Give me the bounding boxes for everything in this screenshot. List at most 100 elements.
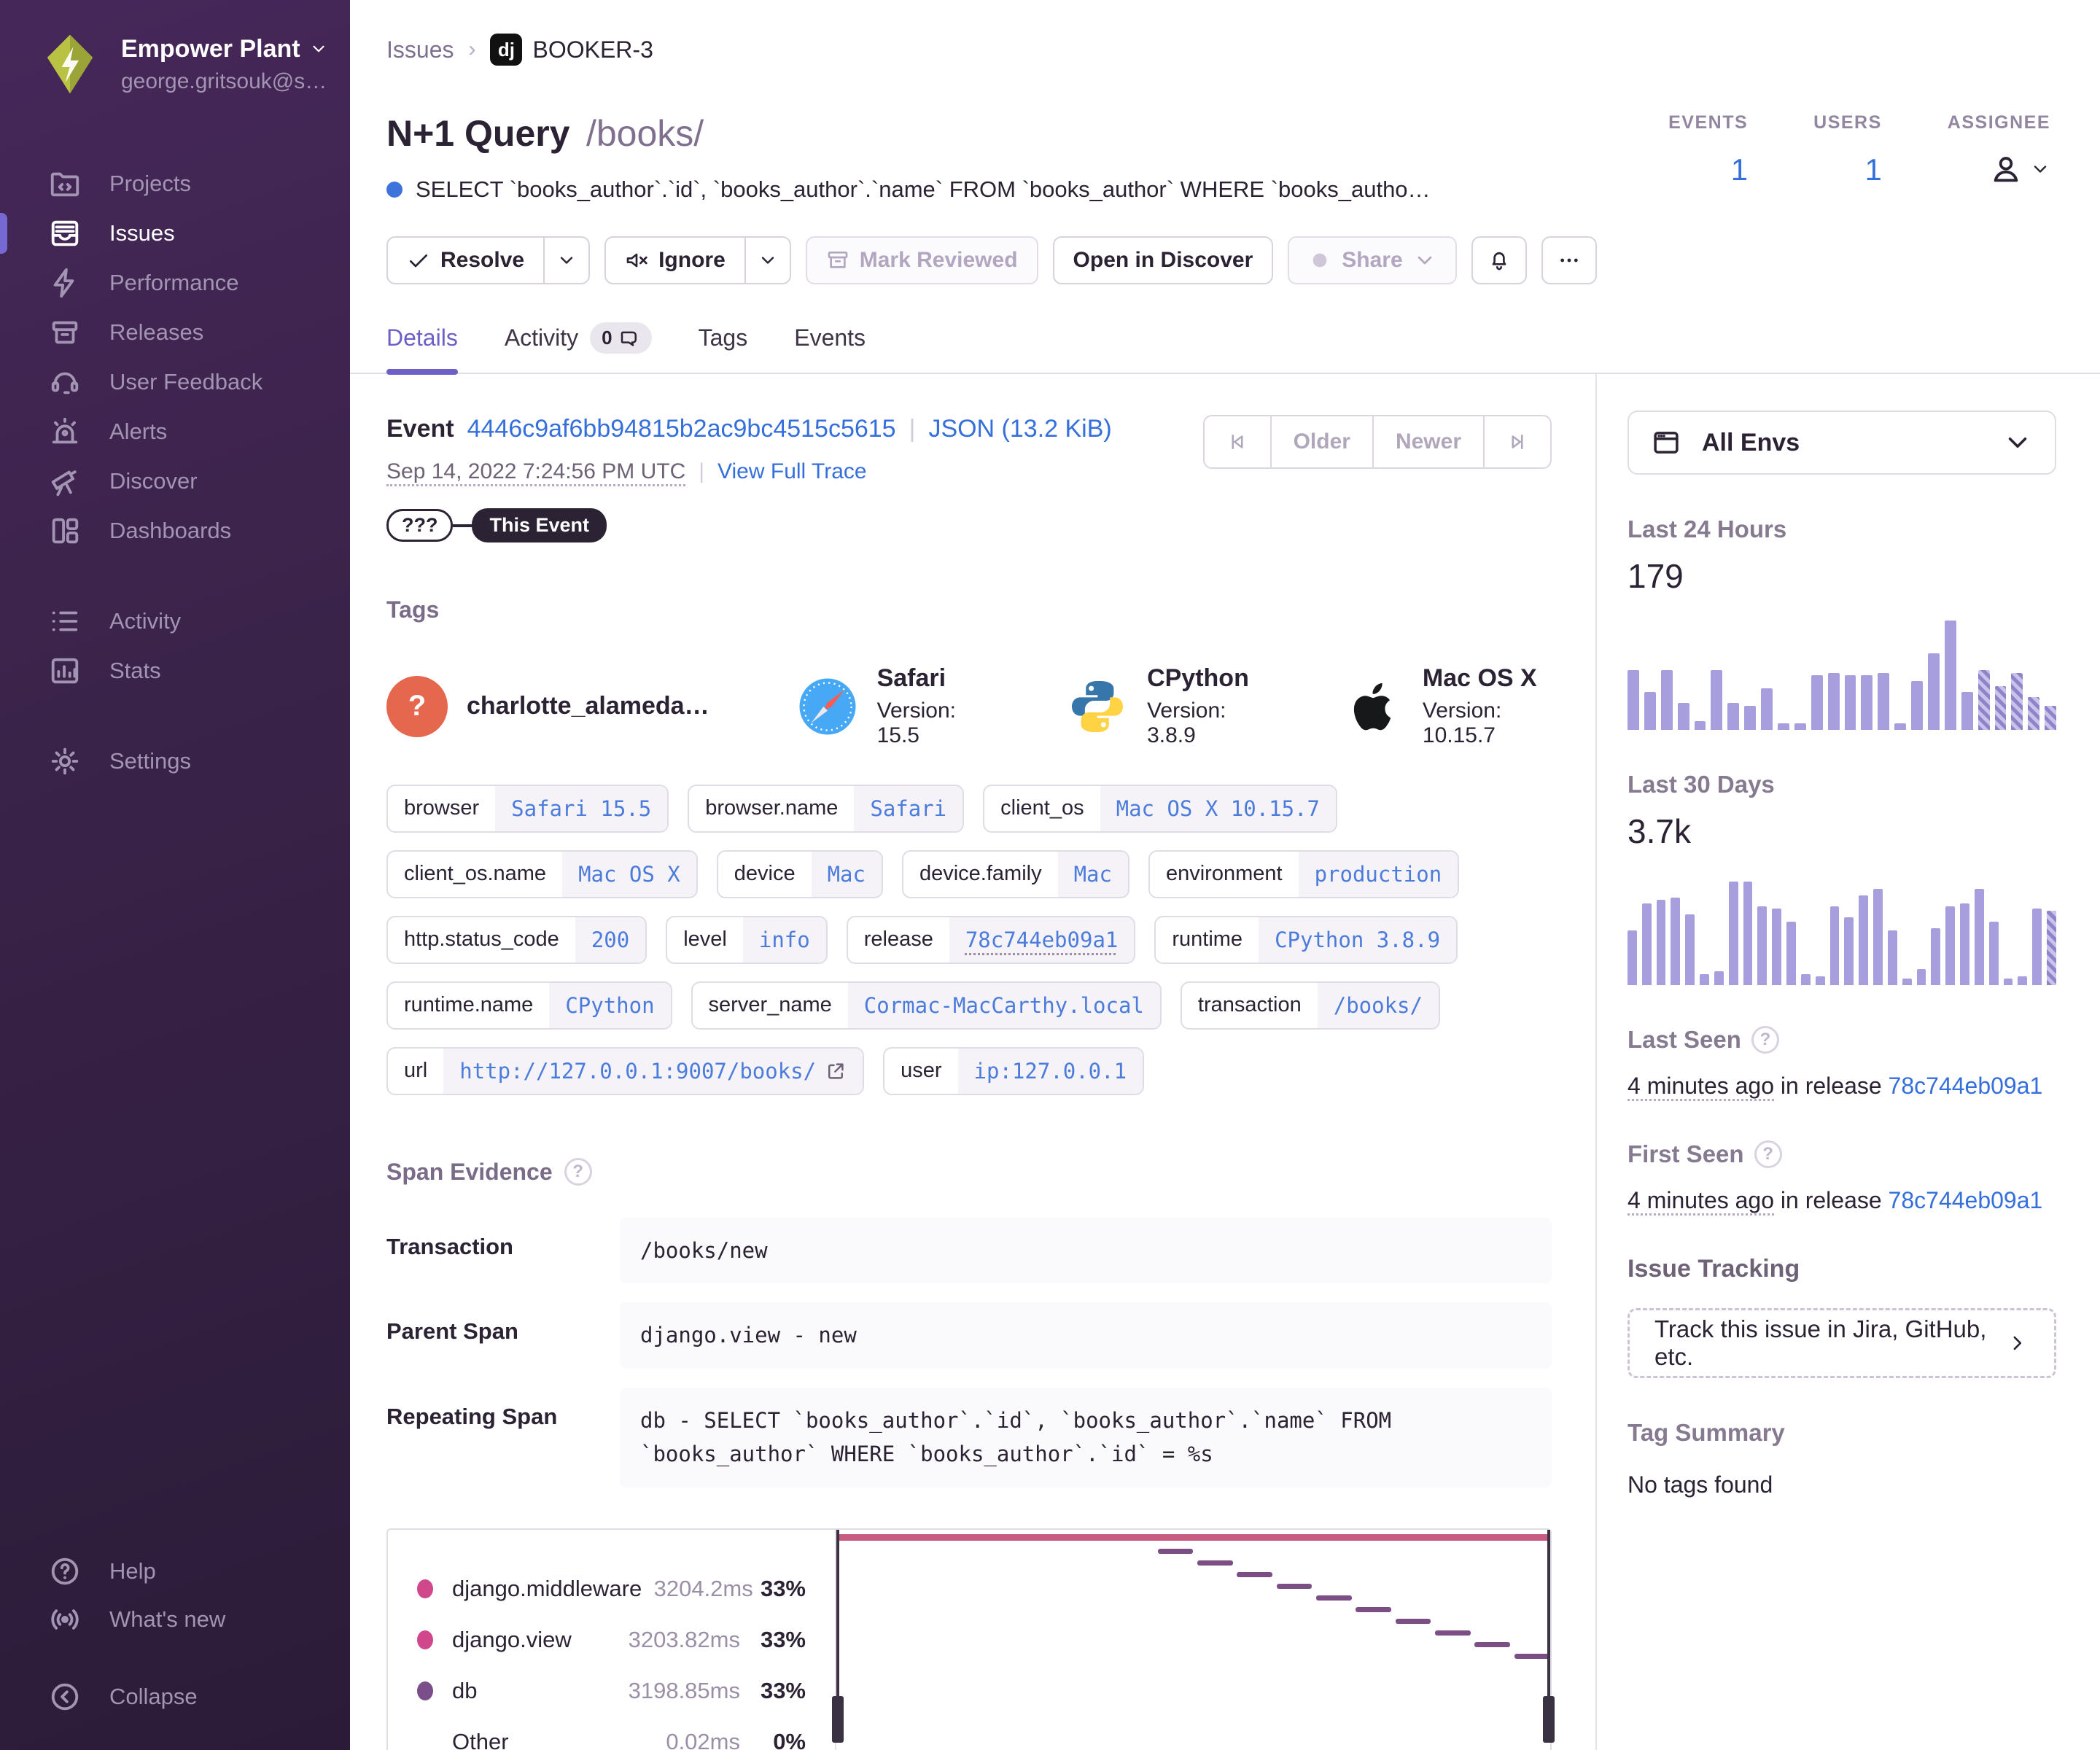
context-title: Mac OS X: [1422, 664, 1537, 692]
minimap-drag-handle-right[interactable]: [1543, 1695, 1555, 1743]
tag-value-link[interactable]: info: [742, 917, 826, 962]
tag-value-link[interactable]: Mac: [811, 852, 882, 897]
tab-details[interactable]: Details: [386, 322, 458, 375]
tag-value-link[interactable]: Mac OS X 10.15.7: [1100, 786, 1336, 831]
sidebar-item-discover[interactable]: Discover: [0, 456, 350, 506]
issue-tabs: Details Activity 0 Tags Events: [386, 322, 2056, 375]
issue-culprit: /books/: [586, 113, 704, 154]
sidebar-item-activity[interactable]: Activity: [0, 596, 350, 646]
tag-summary-empty: No tags found: [1628, 1471, 1773, 1498]
sidebar-item-dashboards[interactable]: Dashboards: [0, 506, 350, 556]
resolve-button[interactable]: Resolve: [386, 236, 545, 284]
mark-reviewed-button[interactable]: Mark Reviewed: [805, 236, 1038, 284]
last-24h-heading: Last 24 Hours: [1628, 516, 1787, 542]
tag-value-link[interactable]: 200: [575, 917, 646, 962]
this-event-pill[interactable]: This Event: [472, 508, 607, 542]
tag-value-link[interactable]: ip:127.0.0.1: [957, 1049, 1143, 1094]
tab-tags[interactable]: Tags: [699, 322, 748, 373]
help-icon[interactable]: ?: [1754, 1140, 1782, 1168]
last-24h-bar: [1761, 688, 1773, 730]
older-event-button[interactable]: Older: [1272, 416, 1374, 467]
sidebar-item-user-feedback[interactable]: User Feedback: [0, 357, 350, 407]
tag-key: transaction: [1197, 993, 1302, 1016]
profiler-minimap[interactable]: [832, 1529, 1555, 1743]
chevron-down-icon: [2008, 438, 2027, 448]
environment-select[interactable]: All Envs: [1628, 411, 2056, 475]
last-24h-bar: [1928, 653, 1940, 730]
help-icon[interactable]: ?: [564, 1158, 592, 1186]
sidebar-footer-what-s-new[interactable]: What's new: [0, 1595, 350, 1644]
resolve-dropdown-button[interactable]: [545, 236, 591, 284]
grouping-pill[interactable]: ???: [386, 509, 454, 542]
issue-header: Issues › dj BOOKER-3 N+1 Query /books/ S…: [350, 0, 2100, 375]
tab-activity[interactable]: Activity 0: [505, 322, 652, 373]
latest-event-button[interactable]: [1485, 416, 1550, 467]
tag-value-link[interactable]: CPython: [549, 983, 671, 1028]
tag-value-link[interactable]: production: [1298, 852, 1458, 897]
minimap-transaction-bar: [836, 1533, 1550, 1541]
track-issue-button[interactable]: Track this issue in Jira, GitHub, etc.: [1628, 1308, 2056, 1378]
tag-value-link[interactable]: CPython 3.8.9: [1259, 917, 1457, 962]
ignore-button[interactable]: Ignore: [604, 236, 746, 284]
tag-value-link[interactable]: Mac: [1057, 852, 1128, 897]
tag-value-link[interactable]: /books/: [1317, 983, 1439, 1028]
sidebar-item-alerts[interactable]: Alerts: [0, 407, 350, 456]
pill-connector: [453, 524, 472, 527]
sidebar-item-releases[interactable]: Releases: [0, 308, 350, 357]
app-sidebar: Empower Plant george.gritsouk@s… Project…: [0, 0, 350, 1750]
last-30d-bar: [1974, 889, 1984, 985]
last-30d-bar: [1700, 974, 1709, 985]
tab-label: Events: [794, 324, 866, 351]
minimap-drag-handle-left[interactable]: [832, 1695, 844, 1743]
last-seen-release-link[interactable]: 78c744eb09a1: [1888, 1073, 2043, 1099]
evidence-value: db - SELECT `books_author`.`id`, `books_…: [620, 1387, 1552, 1488]
mute-icon: [626, 253, 648, 268]
sidebar-item-projects[interactable]: Projects: [0, 159, 350, 209]
sidebar-item-performance[interactable]: Performance: [0, 258, 350, 308]
last-seen-heading: Last Seen: [1628, 1026, 1741, 1053]
tag-value-link[interactable]: Safari: [854, 786, 963, 831]
tag-value-link[interactable]: Safari 15.5: [495, 786, 668, 831]
ignore-dropdown-button[interactable]: [745, 236, 791, 284]
share-button[interactable]: Share: [1288, 236, 1457, 284]
sidebar-footer-help[interactable]: Help: [0, 1547, 350, 1595]
activity-icon: [52, 611, 78, 631]
breadcrumb-issues-link[interactable]: Issues: [386, 36, 454, 63]
more-actions-button[interactable]: [1541, 236, 1597, 284]
issues-icon: [51, 220, 79, 246]
stat-value-link[interactable]: 1: [1730, 152, 1749, 187]
stat-value-link[interactable]: 1: [1864, 152, 1882, 187]
view-full-trace-link[interactable]: View Full Trace: [718, 459, 867, 483]
help-icon[interactable]: ?: [1751, 1026, 1779, 1054]
open-in-discover-button[interactable]: Open in Discover: [1052, 236, 1274, 284]
event-json-link[interactable]: JSON (13.2 KiB): [928, 415, 1112, 443]
context-mac-os-x[interactable]: Mac OS X Version: 10.15.7: [1342, 664, 1552, 748]
tab-events[interactable]: Events: [794, 322, 866, 373]
sidebar-item-issues[interactable]: Issues: [0, 209, 350, 258]
minimap-span-dash: [1237, 1571, 1273, 1577]
oldest-event-button[interactable]: [1205, 416, 1272, 467]
tag-value-link[interactable]: http://127.0.0.1:9007/books/: [443, 1049, 863, 1094]
tag-summary-heading: Tag Summary: [1628, 1419, 1785, 1446]
subscribe-button[interactable]: [1471, 236, 1527, 284]
tag-value-link[interactable]: Cormac-MacCarthy.local: [847, 983, 1160, 1028]
tag-key: runtime: [1172, 928, 1243, 951]
first-seen-release-link[interactable]: 78c744eb09a1: [1888, 1187, 2043, 1213]
context-cpython[interactable]: CPython Version: 3.8.9: [1067, 664, 1255, 748]
sidebar-item-settings[interactable]: Settings: [0, 736, 350, 786]
sidebar-item-stats[interactable]: Stats: [0, 646, 350, 696]
sidebar-footer-collapse[interactable]: Collapse: [0, 1673, 350, 1721]
user-feedback-icon: [51, 372, 79, 394]
issue-sidebar: All Envs Last 24 Hours 179 Last 30 Days …: [1597, 374, 2100, 1750]
evidence-label: Repeating Span: [386, 1403, 558, 1429]
assignee-dropdown[interactable]: [1989, 152, 2050, 186]
last-24h-bar: [1894, 723, 1907, 730]
legend-op-percent: 0%: [773, 1728, 806, 1750]
context-charlotte-alameda-[interactable]: ? charlotte_alameda…: [386, 675, 709, 737]
tag-value-link[interactable]: Mac OS X: [562, 852, 696, 897]
tag-value-link[interactable]: 78c744eb09a1: [949, 917, 1135, 962]
newer-event-button[interactable]: Newer: [1374, 416, 1485, 467]
event-id-link[interactable]: 4446c9af6bb94815b2ac9bc4515c5615: [467, 415, 896, 443]
org-switcher[interactable]: Empower Plant george.gritsouk@s…: [0, 32, 350, 96]
context-safari[interactable]: Safari Version: 15.5: [797, 664, 979, 748]
